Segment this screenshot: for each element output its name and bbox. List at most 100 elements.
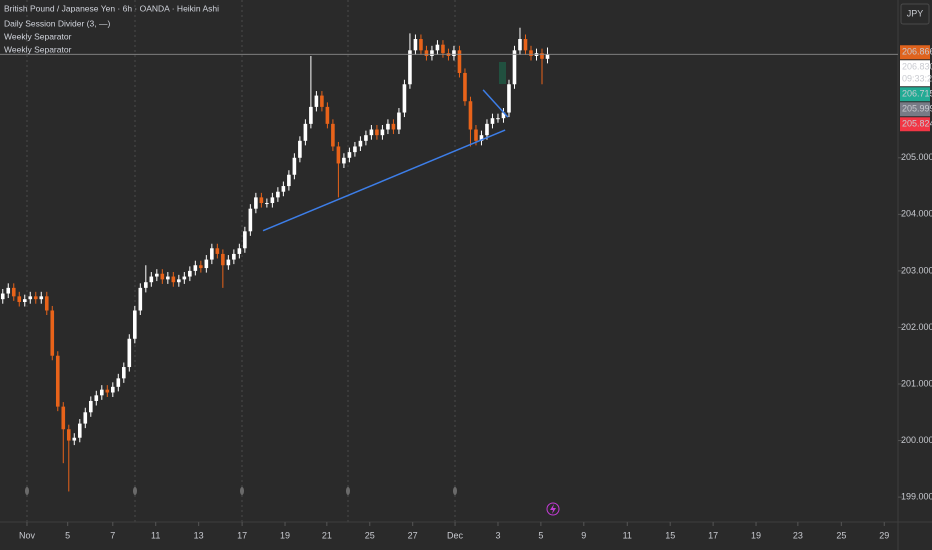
candle-body [182, 276, 187, 280]
candle-body [116, 378, 121, 387]
candle-body [160, 273, 165, 280]
x-tick-label: 17 [237, 530, 247, 540]
candle-body [479, 135, 484, 141]
candle-body [66, 429, 71, 441]
x-tick-label: 19 [280, 530, 290, 540]
candle-body [133, 310, 137, 339]
candle-body [243, 231, 247, 249]
candle-body [523, 39, 528, 51]
candle-body [364, 135, 368, 141]
candle-body [171, 276, 176, 283]
candle-body [408, 50, 412, 85]
candle-body [375, 129, 379, 136]
x-tick-label: 11 [151, 530, 160, 540]
candle-body [468, 101, 473, 130]
candle-body [287, 174, 291, 187]
candle-body [386, 123, 390, 130]
candle-body [331, 123, 335, 147]
alert-icon[interactable] [546, 502, 560, 516]
candle-body [0, 293, 5, 300]
candle-body [94, 395, 99, 401]
candle-body [254, 197, 258, 209]
candle-body [193, 265, 198, 271]
candle-body [435, 44, 440, 51]
price-label: 206.866 [902, 47, 932, 57]
x-tick-label: Nov [19, 530, 36, 540]
x-tick-label: 25 [365, 530, 375, 540]
currency[interactable]: JPY [907, 8, 924, 18]
candle-body [265, 203, 269, 205]
indicator-label[interactable]: Weekly Separator [4, 44, 72, 54]
candle-body [501, 112, 506, 119]
candle-body [99, 389, 104, 396]
y-tick-label: 200.000 [901, 435, 932, 445]
price-label-box [900, 102, 930, 117]
x-tick-label: 29 [879, 530, 889, 540]
candle-body [413, 39, 418, 51]
x-tick-label: 5 [65, 530, 70, 540]
candle-body [122, 367, 126, 379]
y-tick-label: 201.000 [901, 378, 932, 388]
price-label-box [900, 45, 930, 60]
candle-body [248, 208, 253, 232]
candle-body [155, 273, 159, 277]
candle-body [144, 282, 148, 288]
candle-body [61, 406, 66, 430]
candle-body [276, 191, 280, 198]
x-tick-label: 17 [708, 530, 718, 540]
x-tick-label: 15 [665, 530, 675, 540]
candle-body [490, 118, 495, 124]
dot [240, 487, 244, 495]
candle-body [545, 54, 550, 59]
x-tick-label: 19 [751, 530, 761, 540]
candle-body [39, 296, 44, 300]
y-tick-label: 199.000 [901, 491, 932, 501]
candle-body [402, 84, 407, 113]
x-tick-label: 13 [194, 530, 204, 540]
candle-body [452, 50, 456, 56]
dot [133, 487, 137, 495]
candle-body [309, 106, 313, 124]
x-tick-label: 9 [581, 530, 586, 540]
candle-body [28, 296, 33, 300]
candle-body [6, 287, 11, 294]
candle-body [303, 123, 308, 141]
icon [550, 504, 556, 514]
countdown: 09:33:28 [902, 74, 932, 84]
y-tick-label: 203.000 [901, 265, 932, 275]
x-tick-label: 7 [110, 530, 115, 540]
candle-body [210, 248, 214, 260]
candle-body [166, 276, 170, 280]
candle-body [441, 44, 445, 54]
candle-body [325, 106, 330, 124]
x-tick-label: 3 [495, 530, 500, 540]
candle-body [281, 186, 286, 192]
candle-body [430, 50, 434, 56]
candle-body [127, 338, 132, 368]
price-label: 206.715 [902, 89, 932, 99]
candle-body [88, 400, 93, 413]
dot [453, 487, 457, 495]
price-label: 205.824 [902, 119, 932, 129]
candle-body [320, 95, 324, 107]
candle-body [496, 118, 500, 120]
candle-body [226, 259, 231, 266]
candle-body [232, 253, 236, 260]
candle-body [17, 296, 22, 303]
candle-body [369, 129, 374, 136]
candle-body [397, 112, 401, 130]
candle-body [391, 123, 396, 130]
price-label-box [900, 87, 930, 102]
currency-box[interactable] [900, 3, 930, 25]
candle-body [358, 140, 363, 147]
candle-body [11, 287, 16, 297]
candle-body [177, 279, 181, 283]
candle-body [72, 437, 77, 441]
indicator-label[interactable]: Weekly Separator [4, 31, 72, 41]
candle-body [518, 39, 522, 51]
candle-body [199, 265, 203, 269]
candle-body [419, 39, 423, 51]
candle-body [83, 412, 88, 424]
candle-body [380, 129, 385, 136]
indicator-label[interactable]: Daily Session Divider (3, —) [4, 18, 110, 28]
